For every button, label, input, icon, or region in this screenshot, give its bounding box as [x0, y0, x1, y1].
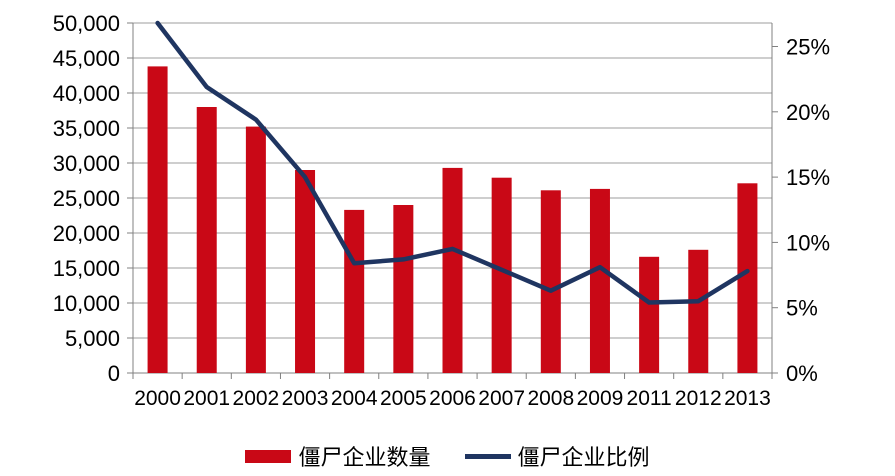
left-axis-tick-label: 15,000: [53, 256, 120, 281]
bar-2008: [540, 190, 561, 373]
line-series-swatch: [464, 453, 511, 459]
x-axis-label: 2003: [282, 387, 329, 410]
right-axis-tick-label: 5%: [786, 296, 818, 321]
left-axis-tick-label: 40,000: [53, 81, 120, 106]
bar-series-swatch: [245, 449, 292, 463]
left-axis-tick-label: 35,000: [53, 116, 120, 141]
bar-2012: [688, 249, 709, 373]
x-axis-label: 2002: [233, 387, 280, 410]
bar-2006: [442, 167, 463, 373]
bar-2013: [737, 183, 758, 373]
x-axis-label: 2000: [134, 387, 181, 410]
left-axis-tick-label: 10,000: [53, 291, 120, 316]
line-series-label: 僵尸企业比例: [517, 445, 650, 470]
bar-2007: [491, 177, 512, 373]
bar-2009: [589, 188, 610, 373]
x-axis-label: 2001: [183, 387, 230, 410]
legend-item-bar-series: 僵尸企业数量: [245, 440, 431, 472]
right-axis-tick-label: 20%: [786, 100, 830, 125]
x-axis-label: 2012: [675, 387, 722, 410]
bar-2003: [295, 170, 316, 373]
right-axis-tick-label: 25%: [786, 35, 830, 60]
x-axis-label: 2004: [331, 387, 378, 410]
x-axis-label: 2009: [577, 387, 624, 410]
x-axis-label: 2006: [429, 387, 476, 410]
bar-2000: [147, 66, 168, 374]
bar-2002: [245, 126, 266, 373]
bar-2011: [639, 256, 660, 373]
left-axis-tick-label: 0: [108, 361, 120, 386]
ratio-line: [155, 20, 750, 305]
right-axis-tick-label: 10%: [786, 230, 830, 255]
bar-2001: [196, 107, 217, 373]
bar-2004: [344, 209, 365, 373]
bar-2005: [393, 205, 414, 373]
x-axis-label: 2007: [478, 387, 525, 410]
left-axis-tick-label: 25,000: [53, 186, 120, 211]
x-axis-label: 2008: [527, 387, 574, 410]
x-axis-label: 2005: [380, 387, 427, 410]
legend-item-line-series: 僵尸企业比例: [464, 440, 650, 472]
left-axis-tick-label: 30,000: [53, 151, 120, 176]
x-axis-label: 2013: [724, 387, 771, 410]
bar-series-label: 僵尸企业数量: [298, 445, 431, 470]
left-axis-tick-label: 45,000: [53, 46, 120, 71]
left-axis-tick-label: 50,000: [53, 11, 120, 36]
left-axis-tick-label: 20,000: [53, 221, 120, 246]
left-axis-tick-label: 5,000: [65, 326, 120, 351]
chart-legend: 僵尸企业数量 僵尸企业比例: [0, 440, 895, 472]
x-axis-label: 2011: [627, 387, 672, 410]
right-axis-tick-label: 0%: [786, 361, 818, 386]
right-axis-tick-label: 15%: [786, 165, 830, 190]
